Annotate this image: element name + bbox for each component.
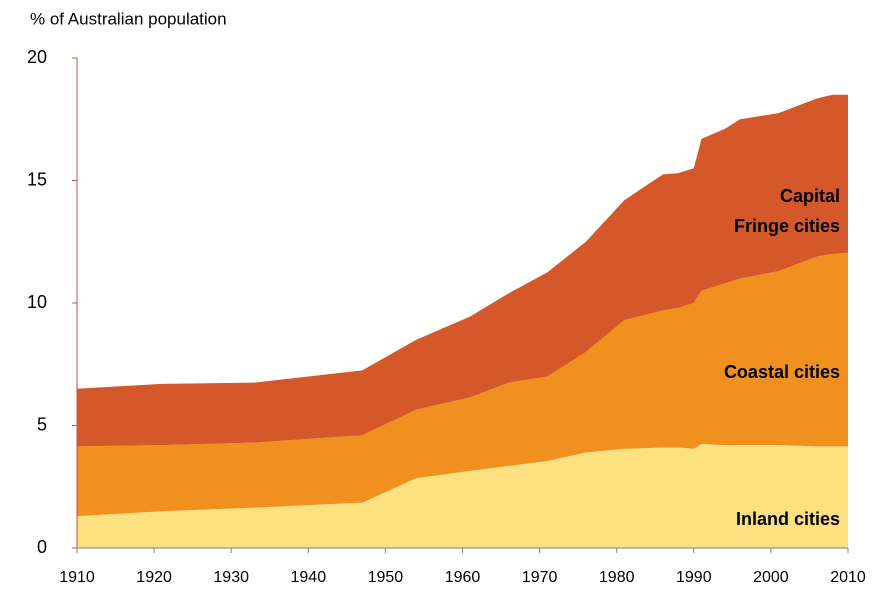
x-tick-label: 1990 (676, 569, 712, 586)
y-tick-label: 15 (27, 169, 47, 189)
x-tick-label: 1940 (291, 569, 327, 586)
area (77, 94, 848, 447)
x-tick-label: 1960 (445, 569, 481, 586)
series-label: Inland cities (736, 509, 840, 529)
series-label: Capital Fringe cities (734, 186, 840, 236)
series-label-line: Fringe cities (734, 216, 840, 236)
x-tick-label: 2000 (753, 569, 789, 586)
y-tick-label: 20 (27, 47, 47, 67)
x-tick-label: 1950 (368, 569, 404, 586)
x-tick-label: 1970 (522, 569, 558, 586)
x-tick-label: 2010 (830, 569, 866, 586)
x-tick-label: 1910 (59, 569, 95, 586)
series-label: Coastal cities (724, 362, 840, 382)
area (77, 443, 848, 548)
x-tick-label: 1920 (136, 569, 172, 586)
y-tick-label: 0 (37, 537, 47, 557)
chart-title: % of Australian population (30, 9, 227, 28)
series-label-line: Capital (780, 186, 840, 206)
area (77, 252, 848, 517)
y-tick-label: 10 (27, 292, 47, 312)
x-tick-label: 1980 (599, 569, 635, 586)
x-tick-label: 1930 (213, 569, 249, 586)
y-tick-label: 5 (37, 414, 47, 434)
